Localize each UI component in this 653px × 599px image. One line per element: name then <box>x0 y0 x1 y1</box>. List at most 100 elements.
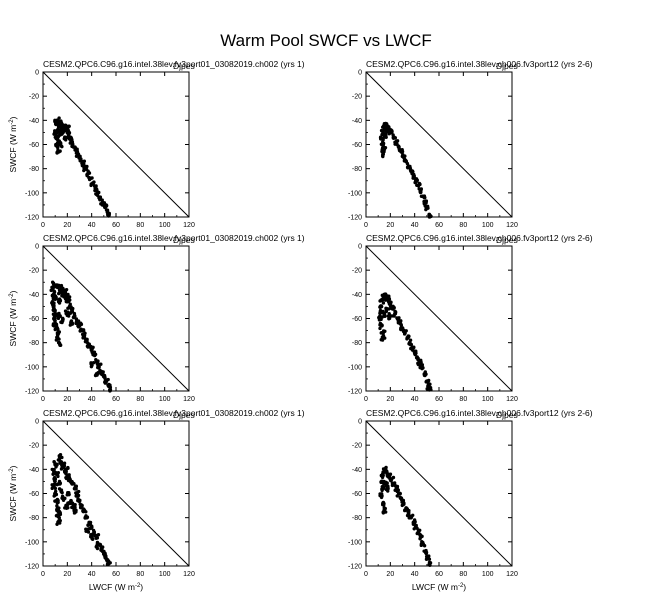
data-point <box>424 200 428 205</box>
data-point <box>391 475 396 480</box>
data-point <box>423 195 427 200</box>
data-point <box>104 378 109 382</box>
data-point <box>396 144 401 148</box>
data-point <box>395 489 399 494</box>
data-point <box>416 528 421 532</box>
data-point <box>104 208 109 212</box>
data-point <box>52 289 56 294</box>
x-tick-label: 100 <box>482 396 494 403</box>
data-point <box>68 302 72 306</box>
x-tick-label: 100 <box>159 222 171 229</box>
data-point <box>54 471 58 476</box>
data-point <box>381 153 385 157</box>
data-point <box>386 128 390 133</box>
data-point <box>420 539 424 544</box>
data-point <box>383 314 387 318</box>
data-point <box>390 481 395 486</box>
data-point <box>412 172 416 177</box>
y-tick-label: 0 <box>358 70 362 77</box>
x-tick-label: 60 <box>435 396 443 403</box>
data-point <box>418 189 422 194</box>
x-tick-label: 120 <box>506 396 518 403</box>
data-point <box>395 139 400 143</box>
y-tick-label: -120 <box>25 215 39 222</box>
x-tick-label: 120 <box>506 571 518 578</box>
scatter-points <box>52 116 112 218</box>
data-point <box>427 562 432 566</box>
data-point <box>427 215 432 219</box>
reference-line <box>42 420 190 567</box>
data-point <box>96 543 100 547</box>
data-point <box>89 535 93 539</box>
y-axis-label: SWCF (W m-2) <box>8 116 18 172</box>
data-point <box>378 326 382 331</box>
data-point <box>378 314 382 318</box>
data-point <box>412 349 416 353</box>
data-point <box>379 473 384 478</box>
data-point <box>70 144 74 148</box>
scatter-points <box>378 121 433 219</box>
data-point <box>77 323 82 327</box>
data-point <box>101 545 105 549</box>
x-tick-label: 20 <box>63 222 71 229</box>
data-point <box>378 135 383 139</box>
data-point <box>427 557 432 561</box>
data-point <box>82 159 87 163</box>
panel-title-overlap: Djpes <box>496 235 518 245</box>
y-tick-label: -120 <box>25 389 39 396</box>
y-tick-label: -40 <box>352 118 362 125</box>
data-point <box>377 318 382 322</box>
data-point <box>379 331 384 335</box>
data-point <box>395 494 399 498</box>
data-point <box>74 494 78 498</box>
x-tick-label: 0 <box>41 396 45 403</box>
data-point <box>60 496 64 500</box>
x-tick-label: 60 <box>435 222 443 229</box>
data-point <box>63 290 67 294</box>
data-point <box>63 469 67 473</box>
data-point <box>413 519 417 524</box>
panel-title-overlap: Djpes <box>173 410 195 420</box>
data-point <box>57 516 62 520</box>
data-point <box>64 475 68 480</box>
data-point <box>55 522 59 527</box>
data-point <box>99 202 103 206</box>
data-point <box>54 514 59 518</box>
y-tick-label: -120 <box>348 215 362 222</box>
data-point <box>59 131 63 135</box>
x-tick-label: 40 <box>88 396 96 403</box>
panel-title: CESM2.QPC6.C96.g16.intel.38lev.ch006.fv3… <box>366 59 593 69</box>
data-point <box>58 482 62 486</box>
data-point <box>78 159 82 163</box>
x-tick-label: 120 <box>183 222 195 229</box>
data-point <box>57 291 61 296</box>
x-tick-label: 120 <box>183 571 195 578</box>
x-tick-label: 0 <box>41 222 45 229</box>
data-point <box>74 151 79 155</box>
x-tick-label: 80 <box>459 222 467 229</box>
data-point <box>403 158 408 162</box>
data-point <box>71 315 76 320</box>
y-tick-label: 0 <box>35 70 39 77</box>
data-point <box>66 128 70 132</box>
data-point <box>65 135 69 140</box>
scatter-points <box>50 452 112 567</box>
data-point <box>61 462 66 466</box>
data-point <box>417 187 421 191</box>
data-point <box>86 530 91 534</box>
data-point <box>52 475 57 480</box>
data-point <box>53 486 58 491</box>
y-tick-label: -80 <box>352 340 362 347</box>
data-point <box>387 132 391 136</box>
x-tick-label: 80 <box>136 222 144 229</box>
data-point <box>89 183 93 188</box>
data-point <box>426 386 430 391</box>
data-point <box>378 321 383 326</box>
data-point <box>390 314 394 318</box>
scatter-panel-3: CESM2.QPC6.C96.g16.intel.38lev.fv3port01… <box>8 233 305 403</box>
reference-line <box>365 245 513 392</box>
data-point <box>51 286 55 290</box>
y-tick-label: -100 <box>25 190 39 197</box>
data-point <box>384 295 388 299</box>
data-point <box>101 203 106 207</box>
